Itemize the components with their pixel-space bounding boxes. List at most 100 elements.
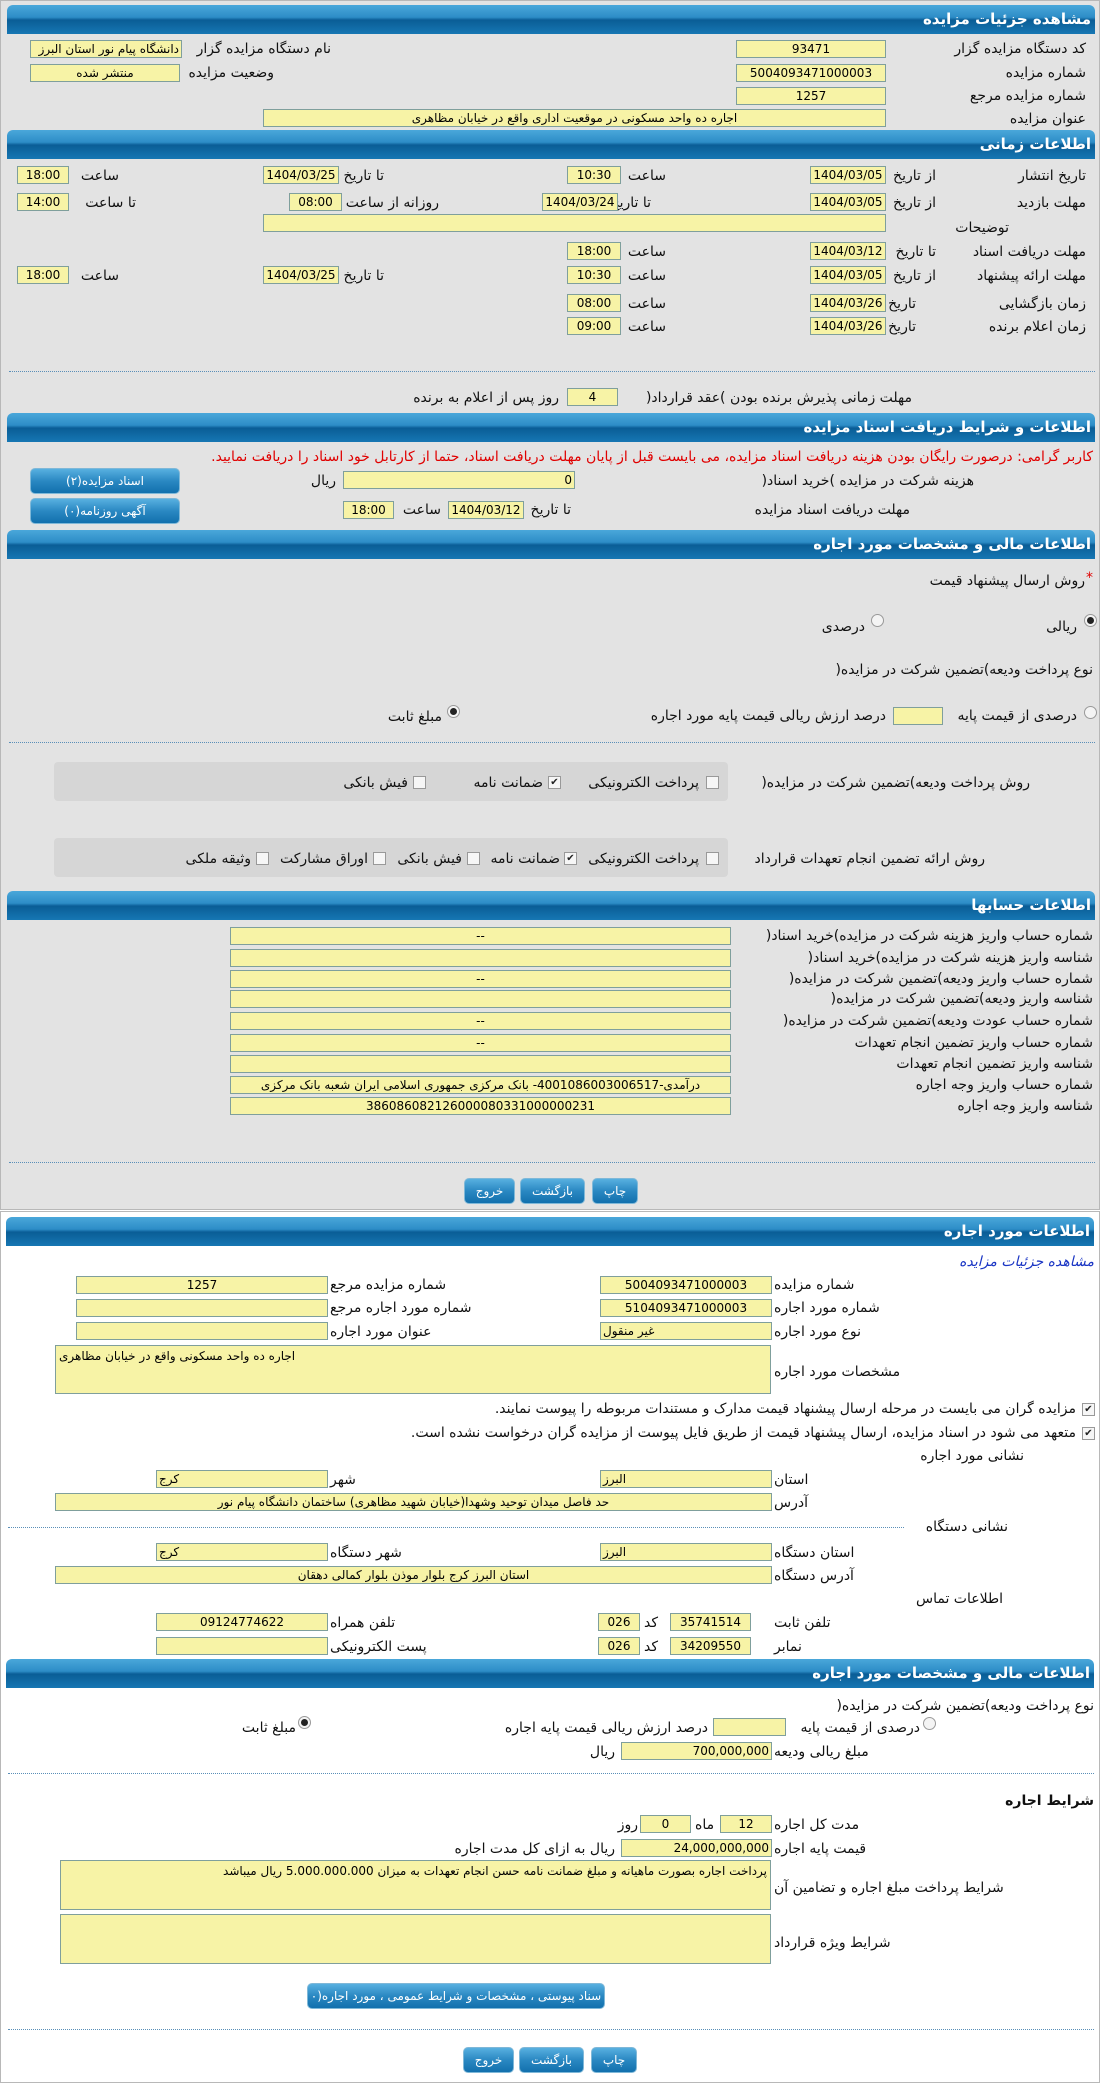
required-mark: *: [1086, 570, 1093, 586]
org-address-field[interactable]: استان البرز کرج بلوار موذن بلوار کمالی د…: [55, 1566, 772, 1584]
org-city-label: شهر دستگاه: [330, 1545, 402, 1561]
org-name-field[interactable]: دانشگاه پیام نور استان البرز: [30, 40, 182, 58]
ref-no-field[interactable]: 1257: [736, 87, 886, 105]
city-field[interactable]: کرج: [156, 1470, 328, 1488]
subject-field[interactable]: اجاره ده واحد مسکونی در موقعیت اداری واق…: [263, 109, 886, 127]
checkbox-deposit-guarantee[interactable]: ✔: [548, 776, 561, 789]
special-terms-field[interactable]: [60, 1914, 771, 1964]
fee-label: هزینه شرکت در مزایده )خرید اسناد(: [761, 473, 974, 489]
auction-docs-button[interactable]: اسناد مزایده(۲): [30, 468, 180, 494]
publish-to-time[interactable]: 18:00: [17, 166, 69, 184]
attachments-button[interactable]: سناد پیوستی ، مشخصات و شرایط عمومی ، مور…: [307, 1983, 605, 2009]
item-no-field[interactable]: 5104093471000003: [600, 1299, 772, 1317]
account-field[interactable]: [230, 949, 731, 967]
offer-to-date[interactable]: 1404/03/25: [263, 266, 339, 284]
checkbox-guarantee-electronic[interactable]: [706, 852, 719, 865]
radio-percent-of-base[interactable]: [923, 1717, 936, 1730]
guarantee-letter-label: ضمانت نامه: [490, 851, 560, 867]
deposit-amount-field[interactable]: 700,000,000: [621, 1742, 772, 1760]
auction-no-field[interactable]: 5004093471000003: [736, 64, 886, 82]
back-button[interactable]: بازگشت: [520, 1178, 585, 1204]
back-button[interactable]: بازگشت: [519, 2047, 584, 2073]
item-type-field[interactable]: غیر منقول: [600, 1322, 772, 1340]
fee-field[interactable]: 0: [343, 471, 575, 489]
visit-daily-from[interactable]: 08:00: [289, 193, 342, 211]
org-code-label: کد دستگاه مزایده گزار: [954, 41, 1086, 57]
radio-fixed-amount[interactable]: [447, 705, 460, 718]
account-field[interactable]: [230, 1055, 731, 1073]
radio-percent[interactable]: [871, 614, 884, 627]
account-field[interactable]: درآمدی-4001086003006517- بانک مرکزی جمهو…: [230, 1076, 731, 1094]
phone-field[interactable]: 35741514: [670, 1613, 751, 1631]
radio-rial[interactable]: [1084, 614, 1097, 627]
months-field[interactable]: 12: [720, 1815, 772, 1833]
org-code-field[interactable]: 93471: [736, 40, 886, 58]
account-field[interactable]: --: [230, 927, 731, 945]
accept-days-field[interactable]: 4: [567, 388, 618, 406]
checkbox-guarantee-letter[interactable]: ✔: [564, 852, 577, 865]
account-field[interactable]: 386086082126000080331000000231: [230, 1097, 731, 1115]
address-field[interactable]: حد فاصل میدان توحید وشهدا(خیابان شهید مظ…: [55, 1493, 772, 1511]
base-price-field[interactable]: 24,000,000,000: [621, 1839, 772, 1857]
province-field[interactable]: البرز: [600, 1470, 772, 1488]
item-spec-field[interactable]: اجاره ده واحد مسکونی واقع در خیابان مظاه…: [55, 1345, 771, 1394]
radio-fixed-amount[interactable]: [298, 1716, 311, 1729]
auction-no-field[interactable]: 5004093471000003: [600, 1276, 772, 1294]
visit-daily-to[interactable]: 14:00: [17, 193, 69, 211]
item-title-field[interactable]: [76, 1322, 328, 1340]
checkbox-attach-documents[interactable]: ✔: [1082, 1403, 1095, 1416]
ref-no-field[interactable]: 1257: [76, 1276, 328, 1294]
visit-to-date[interactable]: 1404/03/24: [542, 193, 618, 211]
account-field[interactable]: --: [230, 970, 731, 988]
publish-to-date[interactable]: 1404/03/25: [263, 166, 339, 184]
publish-from-time[interactable]: 10:30: [567, 166, 621, 184]
docs-deadline-time[interactable]: 18:00: [343, 501, 394, 519]
payment-terms-field[interactable]: پرداخت اجاره بصورت ماهیانه و مبلغ ضمانت …: [60, 1860, 771, 1910]
checkbox-guarantee-bank-slip[interactable]: [467, 852, 480, 865]
org-city-field[interactable]: کرج: [156, 1543, 328, 1561]
mobile-field[interactable]: 09124774622: [156, 1613, 328, 1631]
fax-field[interactable]: 34209550: [670, 1637, 751, 1655]
offer-from-date[interactable]: 1404/03/05: [810, 266, 886, 284]
publish-from-date[interactable]: 1404/03/05: [810, 166, 886, 184]
winner-date[interactable]: 1404/03/26: [810, 317, 886, 335]
account-field[interactable]: --: [230, 1034, 731, 1052]
exit-button[interactable]: خروج: [463, 2047, 514, 2073]
item-ref-field[interactable]: [76, 1299, 328, 1317]
checkbox-no-file-offer[interactable]: ✔: [1082, 1427, 1095, 1440]
account-label: شماره حساب واریز وجه اجاره: [915, 1077, 1093, 1093]
accept-label: مهلت زمانی پذیرش برنده بودن )عقد قرارداد…: [645, 390, 912, 406]
opening-time[interactable]: 08:00: [567, 294, 621, 312]
radio-percent-of-base[interactable]: [1084, 706, 1097, 719]
offer-to-time[interactable]: 18:00: [17, 266, 69, 284]
account-field[interactable]: [230, 990, 731, 1008]
percent-field[interactable]: [893, 707, 943, 725]
checkbox-guarantee-property[interactable]: [256, 852, 269, 865]
opening-date[interactable]: 1404/03/26: [810, 294, 886, 312]
account-field[interactable]: --: [230, 1012, 731, 1030]
view-details-link[interactable]: مشاهده جزئیات مزایده: [959, 1254, 1094, 1270]
attach-documents-label: مزایده گران می بایست در مرحله ارسال پیشن…: [494, 1401, 1076, 1417]
email-field[interactable]: [156, 1637, 328, 1655]
visit-from-date[interactable]: 1404/03/05: [810, 193, 886, 211]
docs-to-date[interactable]: 1404/03/12: [810, 242, 886, 260]
notes-field[interactable]: [263, 214, 886, 232]
docs-to-time[interactable]: 18:00: [567, 242, 621, 260]
org-province-field[interactable]: البرز: [600, 1543, 772, 1561]
newspaper-ads-button[interactable]: آگهی روزنامه(۰): [30, 498, 180, 524]
checkbox-deposit-bank-slip[interactable]: [413, 776, 426, 789]
phone-code-field[interactable]: 026: [598, 1613, 640, 1631]
section-header-docs: اطلاعات و شرایط دریافت اسناد مزایده: [7, 413, 1095, 442]
percent-field[interactable]: [713, 1718, 786, 1736]
exit-button[interactable]: خروج: [464, 1178, 515, 1204]
winner-time[interactable]: 09:00: [567, 317, 621, 335]
checkbox-guarantee-bonds[interactable]: [373, 852, 386, 865]
print-button[interactable]: چاپ: [591, 2047, 637, 2073]
days-field[interactable]: 0: [640, 1815, 691, 1833]
status-field[interactable]: منتشر شده: [30, 64, 180, 82]
print-button[interactable]: چاپ: [592, 1178, 638, 1204]
offer-from-time[interactable]: 10:30: [567, 266, 621, 284]
checkbox-deposit-electronic[interactable]: [706, 776, 719, 789]
fax-code-field[interactable]: 026: [598, 1637, 640, 1655]
docs-deadline-date[interactable]: 1404/03/12: [448, 501, 524, 519]
